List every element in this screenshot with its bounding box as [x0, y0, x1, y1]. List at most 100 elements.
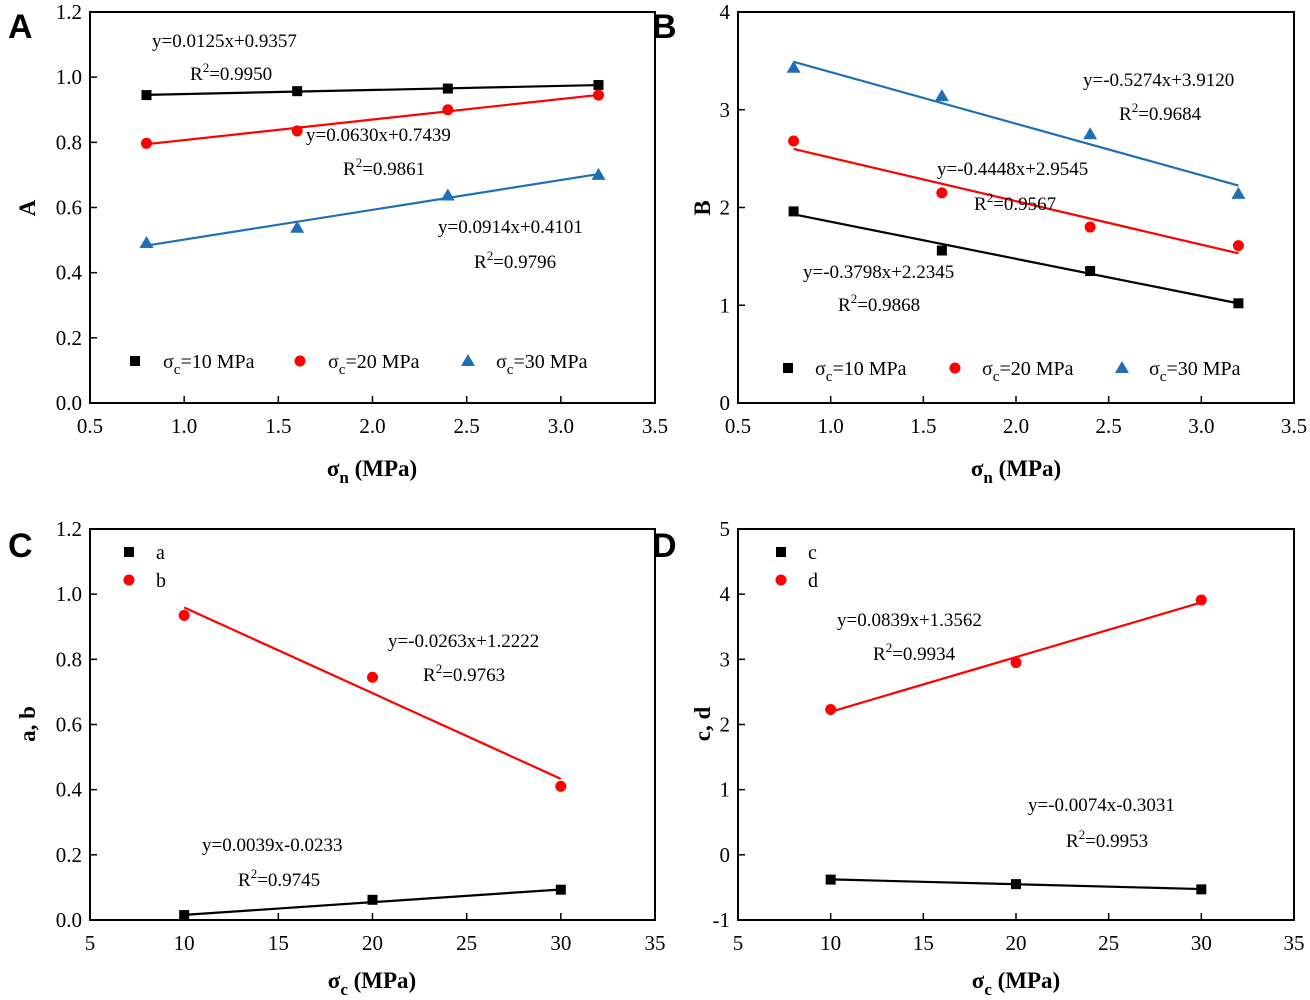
- y-tick-label: 1.2: [56, 517, 82, 541]
- fit-line: [183, 606, 562, 780]
- legend-label: c: [808, 542, 817, 564]
- legend-marker: [1115, 361, 1129, 373]
- legend-marker: [775, 574, 787, 586]
- fit-equation: y=-0.0263x+1.2222: [388, 631, 539, 652]
- fit-equation: y=-0.5274x+3.9120: [1083, 70, 1234, 91]
- panel-b: B 0.5 1.0 1.5 2.0 2.5 3.0 3.5 0 1 2 3 4 Bσn (MPa) y=-0…: [652, 0, 1307, 487]
- data-point: [1196, 884, 1207, 895]
- legend: ab: [123, 542, 166, 592]
- plot-frame: [737, 528, 1295, 921]
- data-point: [440, 188, 455, 201]
- x-axis-title: σn (MPa): [327, 456, 417, 487]
- data-point: [591, 167, 606, 180]
- data-point: [292, 86, 303, 97]
- data-point: [825, 874, 836, 885]
- x-tick-label: 10: [820, 931, 841, 955]
- data-point: [593, 79, 604, 90]
- legend-label: σc=30 MPa: [1149, 358, 1241, 385]
- legend-marker: [783, 363, 793, 373]
- panel-a: A 0.5 1.0 1.5 2.0 2.5 3.0 3.5 0.0 0.2 0.4 0.6 0.8 1.0…: [8, 0, 668, 487]
- fit-line: [793, 213, 1239, 305]
- y-tick-label: 1: [720, 778, 731, 802]
- y-tick-label: 0.8: [56, 130, 82, 154]
- series-1: [825, 874, 1207, 895]
- legend-marker: [461, 354, 475, 366]
- fit-equation: y=0.0839x+1.3562: [837, 610, 982, 631]
- fit-equation: y=0.0630x+0.7439: [306, 125, 451, 146]
- data-point: [788, 206, 799, 217]
- panel-letter: C: [8, 527, 33, 565]
- fit-line: [793, 60, 1239, 187]
- y-tick-label: 1.0: [56, 65, 82, 89]
- r-squared: R2=0.9953: [1066, 827, 1148, 852]
- data-point: [442, 83, 453, 94]
- r-squared: R2=0.9684: [1119, 100, 1202, 125]
- data-point: [291, 125, 303, 137]
- y-tick-label: 0: [720, 391, 731, 415]
- data-point: [141, 90, 152, 101]
- x-tick-label: 0.5: [77, 414, 103, 438]
- data-point: [1233, 298, 1244, 309]
- r-squared: R2=0.9796: [474, 248, 556, 273]
- data-point: [179, 910, 190, 921]
- series-3: [139, 167, 606, 249]
- legend-marker: [123, 574, 135, 586]
- fit-line: [146, 93, 599, 146]
- y-tick-label: 0.6: [56, 713, 82, 737]
- legend-label: σc=20 MPa: [328, 351, 420, 378]
- y-tick-label: -1: [713, 908, 731, 932]
- data-point: [1232, 240, 1244, 252]
- data-point: [1084, 221, 1096, 233]
- legend-label: σc=10 MPa: [815, 358, 907, 385]
- y-axis-title: B: [690, 200, 715, 215]
- panel-d: D 5 10 15 20 25 30 35 -1 0 1 2 3 4 5 c, d σc (MPa) y=-0.0…: [652, 517, 1305, 999]
- data-point: [1011, 879, 1021, 890]
- y-tick-label: 3: [720, 98, 731, 122]
- data-point: [1083, 127, 1098, 140]
- x-tick-label: 3.5: [1281, 414, 1307, 438]
- series-2: [825, 594, 1207, 716]
- plot-frame: [89, 528, 656, 921]
- x-axis-title: σc (MPa): [972, 968, 1060, 999]
- data-point: [555, 780, 567, 792]
- legend: cd: [775, 542, 818, 592]
- y-tick-label: 0: [720, 843, 731, 867]
- series-2: [178, 606, 567, 792]
- data-point: [786, 60, 801, 73]
- series-1: [788, 206, 1244, 309]
- x-tick-label: 20: [1006, 931, 1027, 955]
- x-tick-label: 1.0: [171, 414, 197, 438]
- y-axis-title: c, d: [690, 707, 715, 742]
- x-tick-label: 2.5: [1096, 414, 1122, 438]
- x-axis-title: σn (MPa): [971, 456, 1061, 487]
- x-tick-label: 35: [1284, 931, 1305, 955]
- y-tick-label: 1: [720, 293, 731, 317]
- r-squared: R2=0.9763: [423, 661, 505, 686]
- x-tick-label: 15: [913, 931, 934, 955]
- legend-marker: [776, 547, 786, 557]
- fit-equation: y=-0.0074x-0.3031: [1028, 795, 1175, 816]
- x-tick-label: 25: [1098, 931, 1119, 955]
- fit-equation: y=-0.4448x+2.9545: [937, 159, 1088, 180]
- r-squared: R2=0.9861: [343, 155, 425, 180]
- r-squared: R2=0.9934: [873, 640, 956, 665]
- y-tick-label: 0.4: [56, 778, 83, 802]
- legend-marker: [130, 356, 140, 366]
- data-point: [936, 187, 948, 199]
- y-tick-label: 0.0: [56, 908, 82, 932]
- data-point: [934, 89, 949, 102]
- data-point: [139, 236, 154, 249]
- data-point: [178, 609, 190, 621]
- data-point: [1010, 657, 1022, 669]
- y-tick-label: 0.2: [56, 843, 82, 867]
- series-2: [141, 89, 604, 149]
- r-squared: R2=0.9950: [190, 60, 272, 85]
- data-point: [290, 220, 305, 233]
- data-point: [367, 671, 378, 683]
- x-tick-label: 30: [550, 931, 571, 955]
- series-1: [179, 884, 566, 921]
- data-point: [1231, 186, 1246, 199]
- legend-label: σc=20 MPa: [982, 358, 1074, 385]
- y-tick-label: 1.0: [56, 582, 82, 606]
